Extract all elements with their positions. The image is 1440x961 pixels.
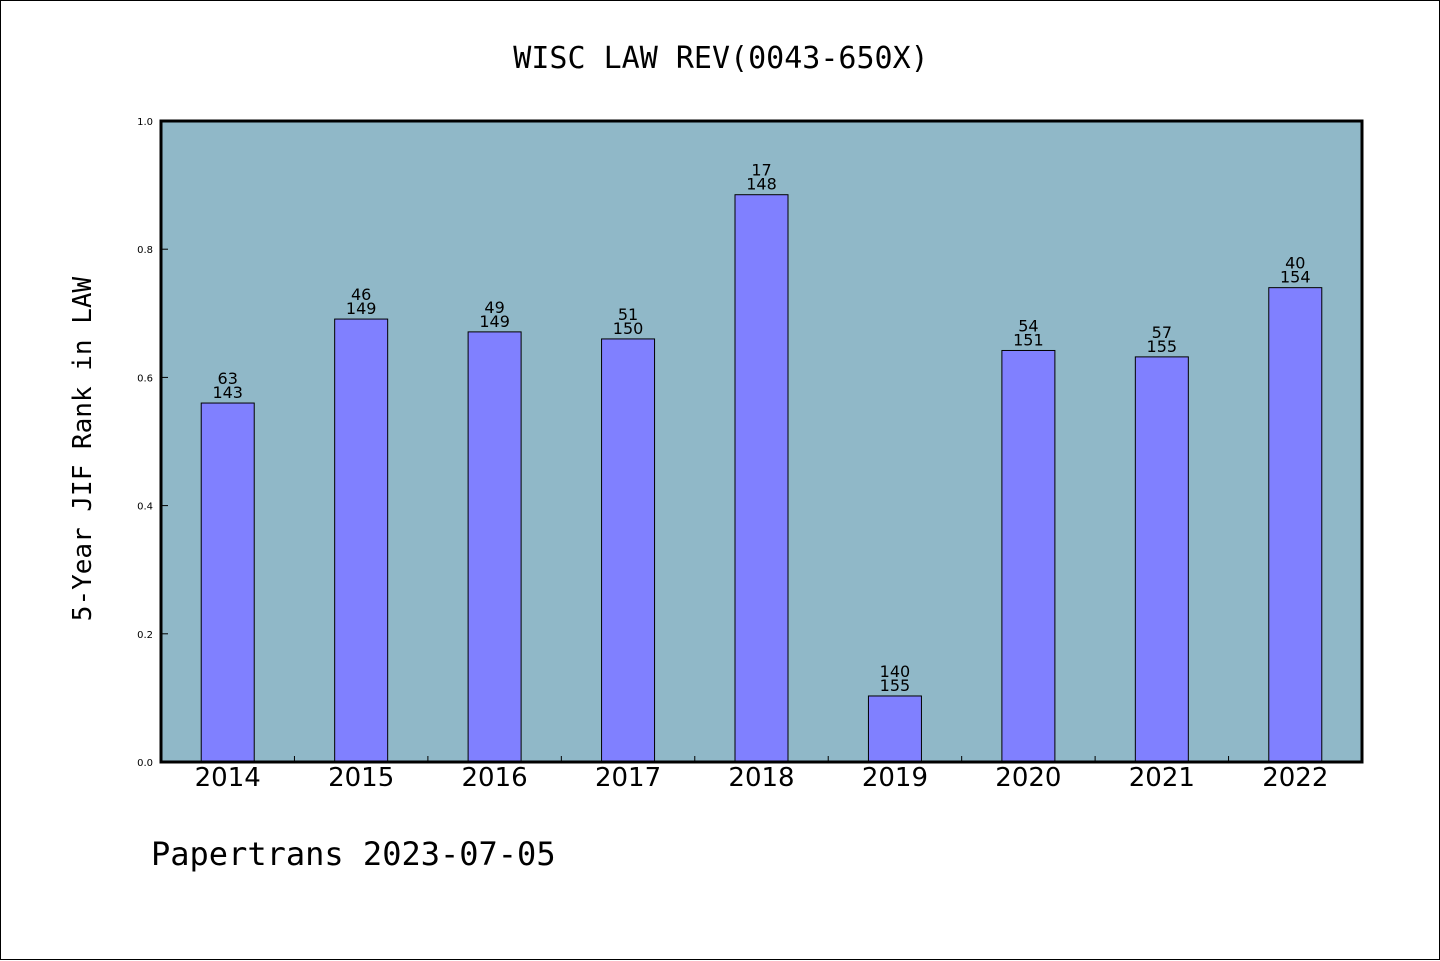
bar-2016 xyxy=(467,331,522,763)
bar-rank-label: 40 xyxy=(1285,254,1305,273)
bar-rank-label: 49 xyxy=(484,298,504,317)
chart-title: WISC LAW REV(0043-650X) xyxy=(513,41,928,76)
x-tick-label: 2021 xyxy=(1129,763,1195,793)
bar-2021 xyxy=(1134,356,1189,763)
bar-rank-label: 63 xyxy=(218,369,238,388)
bars xyxy=(200,194,1323,763)
bar-total-label: 149 xyxy=(479,312,510,331)
bar-rank-label: 54 xyxy=(1018,316,1038,335)
bar-2017 xyxy=(601,338,656,763)
bar-2015 xyxy=(334,318,389,763)
bar-total-label: 154 xyxy=(1280,268,1311,287)
bar-total-label: 143 xyxy=(212,383,243,402)
footer-text: Papertrans 2023-07-05 xyxy=(151,835,556,873)
bar-total-label: 151 xyxy=(1013,330,1044,349)
bar-2018 xyxy=(734,194,789,763)
bar-2019 xyxy=(867,695,922,763)
bar-total-label: 148 xyxy=(746,175,777,194)
bar-rank-label: 51 xyxy=(618,305,638,324)
x-tick-label: 2017 xyxy=(595,763,661,793)
bar-rank-label: 17 xyxy=(751,161,771,180)
bar-total-label: 150 xyxy=(613,319,644,338)
x-tick-label: 2022 xyxy=(1262,763,1328,793)
bar-total-label: 149 xyxy=(346,299,377,318)
bar-total-label: 155 xyxy=(880,676,911,695)
x-tick-label: 2016 xyxy=(462,763,528,793)
y-tick-label: 0.0 xyxy=(137,758,153,769)
y-tick-label: 0.2 xyxy=(137,630,153,641)
bar-2020 xyxy=(1001,349,1056,763)
bar-2022 xyxy=(1268,287,1323,763)
bar-rank-label: 46 xyxy=(351,285,371,304)
y-tick-label: 0.4 xyxy=(137,502,153,513)
plot-border xyxy=(159,119,1364,764)
x-tick-label: 2014 xyxy=(195,763,261,793)
bar-rank-label: 57 xyxy=(1152,323,1172,342)
y-axis-label: 5-Year JIF Rank in LAW xyxy=(68,276,98,621)
bar-rank-label: 140 xyxy=(880,662,911,681)
x-tick-label: 2018 xyxy=(728,763,794,793)
y-tick-label: 0.6 xyxy=(137,373,153,384)
bar-2014 xyxy=(200,402,255,763)
x-tick-label: 2015 xyxy=(328,763,394,793)
bar-total-label: 155 xyxy=(1147,337,1178,356)
x-tick-label: 2019 xyxy=(862,763,928,793)
y-tick-label: 0.8 xyxy=(137,245,153,256)
y-tick-label: 1.0 xyxy=(137,117,153,128)
x-axis: 2014 2015 2016 2017 2018 2019 2020 2021 2022 xyxy=(195,756,1328,793)
x-tick-label: 2020 xyxy=(995,763,1061,793)
